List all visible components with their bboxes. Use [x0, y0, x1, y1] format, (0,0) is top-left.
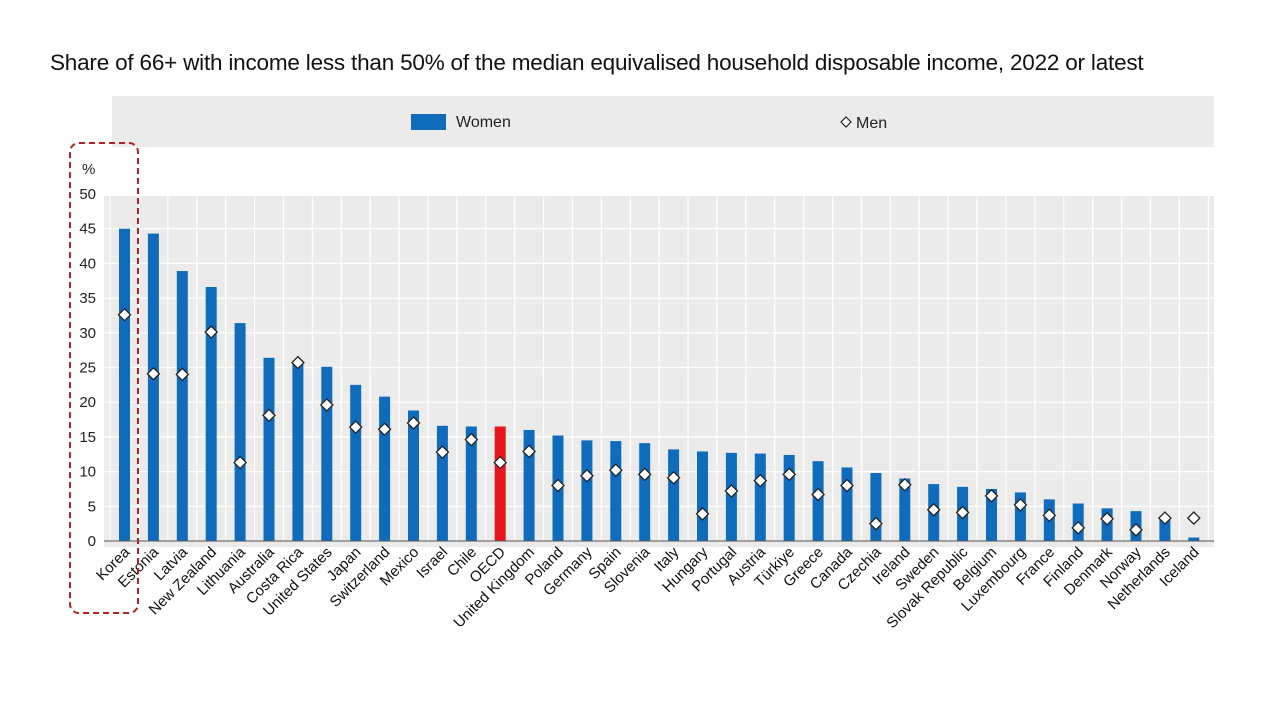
- legend-band: [112, 96, 1214, 147]
- marker-men-canada: [840, 478, 854, 493]
- marker-men-t-rkiye: [782, 467, 797, 482]
- marker-men-lithuania: [233, 455, 248, 470]
- marker-men-costa-rica: [290, 355, 305, 370]
- y-tick-label: 15: [79, 429, 96, 446]
- marker-men-united-kingdom: [522, 444, 537, 459]
- marker-men-switzerland: [377, 422, 392, 437]
- marker-men-germany: [579, 468, 594, 483]
- marker-men-slovenia: [637, 467, 652, 482]
- bar-women-australia: [263, 357, 275, 541]
- marker-men-japan: [348, 420, 363, 435]
- bar-women-mexico: [408, 410, 419, 541]
- bar-women-spain: [610, 441, 622, 541]
- x-tick-label: Israel: [413, 544, 451, 582]
- marker-men-chile: [464, 432, 479, 447]
- bar-women-czechia: [870, 472, 882, 541]
- men-markers: [117, 307, 1201, 537]
- marker-men-israel: [435, 445, 450, 460]
- bar-women-canada: [841, 467, 853, 541]
- y-axis-unit: %: [82, 161, 95, 178]
- bar-women-japan: [350, 384, 362, 541]
- y-tick-label: 40: [79, 255, 96, 272]
- bar-women-chile: [465, 426, 477, 541]
- legend-women-swatch: [411, 114, 446, 130]
- bar-women-korea: [119, 228, 130, 541]
- marker-men-hungary: [695, 507, 710, 521]
- marker-men-portugal: [724, 484, 739, 498]
- y-tick-label: 0: [88, 533, 96, 550]
- bar-women-austria: [754, 453, 766, 541]
- marker-men-finland: [1071, 520, 1086, 535]
- marker-men-italy: [666, 470, 681, 485]
- bar-women-luxembourg: [1014, 492, 1026, 541]
- bar-women-hungary: [697, 451, 708, 541]
- y-tick-label: 30: [79, 325, 96, 342]
- marker-men-greece: [811, 487, 826, 502]
- bar-women-latvia: [176, 271, 188, 541]
- marker-men-czechia: [868, 516, 883, 531]
- y-tick-label: 45: [79, 221, 96, 238]
- legend: Women Men: [411, 114, 887, 132]
- marker-men-mexico: [406, 416, 421, 430]
- grid-lines: [104, 193, 1214, 541]
- marker-men-latvia: [175, 367, 190, 382]
- marker-men-korea: [117, 307, 132, 322]
- legend-men-diamond: [840, 116, 852, 128]
- marker-men-slovak-republic: [955, 505, 970, 520]
- legend-men-label: Men: [856, 115, 887, 132]
- bar-women-united-states: [321, 366, 333, 541]
- y-axis-ticks: 0 5 10 15 20 25 30 35 40 45 50: [79, 186, 96, 550]
- marker-men-oecd: [493, 455, 508, 470]
- marker-men-norway: [1129, 522, 1143, 537]
- bar-women-costa-rica: [292, 363, 304, 541]
- marker-men-iceland: [1186, 511, 1201, 526]
- marker-men-austria: [753, 473, 768, 488]
- bar-women-germany: [581, 440, 593, 541]
- bar-women-lithuania: [234, 323, 246, 541]
- bar-women-united-kingdom: [523, 429, 535, 541]
- bar-women-slovenia: [639, 443, 651, 541]
- marker-men-luxembourg: [1013, 497, 1028, 512]
- bar-women-oecd: [494, 426, 506, 541]
- bar-women-iceland: [1188, 537, 1200, 541]
- y-tick-label: 25: [79, 360, 96, 377]
- legend-women-label: Women: [456, 114, 511, 131]
- bar-women-new-zealand: [205, 286, 217, 541]
- y-tick-label: 10: [79, 464, 96, 481]
- bar-women-t-rkiye: [783, 454, 795, 541]
- marker-men-sweden: [926, 502, 941, 517]
- marker-men-new-zealand: [204, 325, 219, 340]
- marker-men-spain: [608, 463, 623, 478]
- y-tick-label: 20: [79, 394, 96, 411]
- bar-women-switzerland: [379, 396, 391, 541]
- highlight-box: [69, 142, 139, 614]
- marker-men-denmark: [1100, 511, 1115, 526]
- bar-women-estonia: [147, 233, 159, 542]
- bar-women-ireland: [899, 478, 911, 541]
- bar-women-israel: [436, 425, 448, 541]
- y-tick-label: 35: [79, 290, 96, 307]
- y-tick-label: 50: [79, 186, 96, 203]
- marker-men-belgium: [984, 488, 999, 503]
- marker-men-poland: [551, 478, 565, 493]
- marker-men-united-states: [319, 398, 334, 412]
- bar-women-netherlands: [1159, 517, 1171, 541]
- bar-women-belgium: [986, 488, 997, 541]
- bar-women-italy: [668, 449, 680, 541]
- chart-title: Share of 66+ with income less than 50% o…: [50, 50, 1144, 75]
- marker-men-netherlands: [1157, 511, 1172, 526]
- marker-men-france: [1042, 508, 1057, 523]
- marker-men-australia: [262, 408, 276, 423]
- y-tick-label: 5: [88, 498, 96, 515]
- marker-men-estonia: [146, 366, 161, 381]
- marker-men-ireland: [897, 477, 912, 492]
